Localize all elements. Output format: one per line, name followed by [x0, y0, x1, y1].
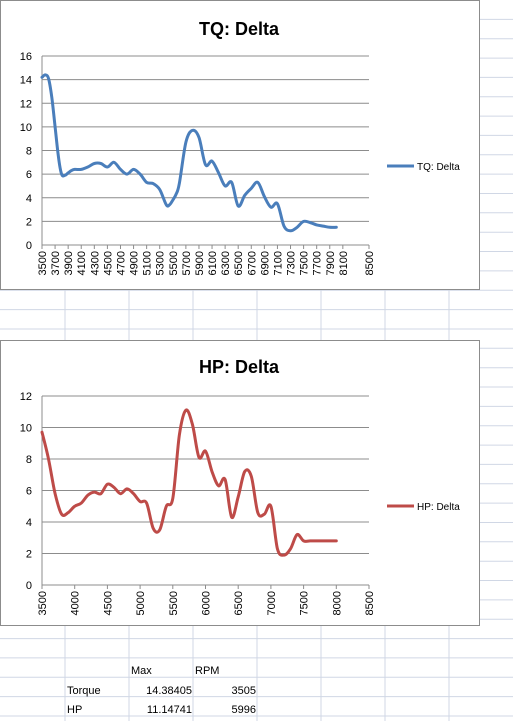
y-tick-label: 10	[20, 122, 32, 134]
y-tick-label: 16	[20, 51, 32, 63]
series-line	[40, 73, 338, 233]
y-tick-label: 4	[26, 193, 32, 205]
x-tick-label: 3500	[37, 251, 49, 275]
x-tick-label: 5500	[168, 251, 180, 275]
y-tick-label: 12	[20, 98, 32, 110]
legend-label: TQ: Delta	[417, 162, 460, 173]
x-tick-label: 7500	[299, 591, 311, 615]
y-tick-label: 14	[20, 75, 32, 87]
y-tick-label: 6	[26, 486, 32, 498]
x-tick-label: 5700	[181, 251, 193, 275]
header-rpm[interactable]: RPM	[195, 665, 220, 677]
x-tick-label: 7500	[299, 251, 311, 275]
hp-delta-chart[interactable]: HP: Delta HP: Delta 0 2 4 6 8 10 12 3500 4000 450…	[0, 340, 480, 626]
legend-label: HP: Delta	[417, 502, 460, 513]
y-tick-label: 0	[26, 580, 32, 592]
x-tick-label: 4900	[129, 251, 141, 275]
torque-label[interactable]: Torque	[67, 685, 101, 697]
y-tick-label: 12	[20, 391, 32, 403]
x-tick-label: 8500	[364, 251, 376, 275]
chart-title: HP: Delta	[199, 357, 280, 377]
x-tick-label: 7700	[312, 251, 324, 275]
hp-delta-plot: HP: Delta HP: Delta 0 2 4 6 8 10 12 3500 4000 450…	[20, 357, 460, 615]
tq-delta-chart[interactable]: TQ: Delta TQ: Delta 0 2 4 6 8 10 12 14 16 3500 370…	[0, 0, 480, 290]
x-tick-label: 5900	[194, 251, 206, 275]
x-tick-label: 6000	[201, 591, 213, 615]
x-tick-label: 7000	[266, 591, 278, 615]
x-tick-label: 6900	[259, 251, 271, 275]
x-tick-label: 4500	[102, 591, 114, 615]
x-tick-label: 7900	[325, 251, 337, 275]
tq-delta-plot: TQ: Delta TQ: Delta 0 2 4 6 8 10 12 14 16 3500 370…	[20, 19, 460, 275]
series-line	[40, 408, 338, 557]
x-tick-label: 4100	[76, 251, 88, 275]
torque-max[interactable]: 14.38405	[146, 685, 192, 697]
x-tick-label: 4700	[115, 251, 127, 275]
x-tick-label: 8500	[364, 591, 376, 615]
x-tick-label: 5300	[155, 251, 167, 275]
y-tick-label: 10	[20, 423, 32, 435]
y-tick-label: 2	[26, 549, 32, 561]
hp-rpm[interactable]: 5996	[231, 704, 256, 716]
x-tick-label: 6700	[246, 251, 258, 275]
x-tick-label: 6500	[233, 591, 245, 615]
y-tick-label: 2	[26, 216, 32, 228]
x-tick-label: 7300	[286, 251, 298, 275]
chart-title: TQ: Delta	[199, 19, 280, 39]
x-tick-label: 7100	[272, 251, 284, 275]
x-tick-label: 6100	[207, 251, 219, 275]
x-tick-label: 5500	[168, 591, 180, 615]
x-tick-label: 4300	[89, 251, 101, 275]
y-tick-label: 6	[26, 169, 32, 181]
x-tick-label: 5000	[135, 591, 147, 615]
y-tick-label: 4	[26, 517, 32, 529]
x-tick-label: 8000	[331, 591, 343, 615]
y-tick-label: 8	[26, 146, 32, 158]
x-tick-label: 6300	[220, 251, 232, 275]
header-max[interactable]: Max	[131, 665, 152, 677]
hp-max[interactable]: 11.14741	[146, 704, 192, 716]
x-tick-label: 3700	[50, 251, 62, 275]
y-tick-label: 0	[26, 240, 32, 252]
x-tick-label: 4500	[102, 251, 114, 275]
hp-label[interactable]: HP	[67, 704, 83, 716]
x-tick-label: 3900	[63, 251, 75, 275]
x-tick-label: 5100	[142, 251, 154, 275]
x-tick-label: 3500	[37, 591, 49, 615]
x-tick-label: 6500	[233, 251, 245, 275]
x-tick-label: 8100	[338, 251, 350, 275]
y-tick-label: 8	[26, 454, 32, 466]
torque-rpm[interactable]: 3505	[231, 685, 256, 697]
x-tick-label: 4000	[70, 591, 82, 615]
